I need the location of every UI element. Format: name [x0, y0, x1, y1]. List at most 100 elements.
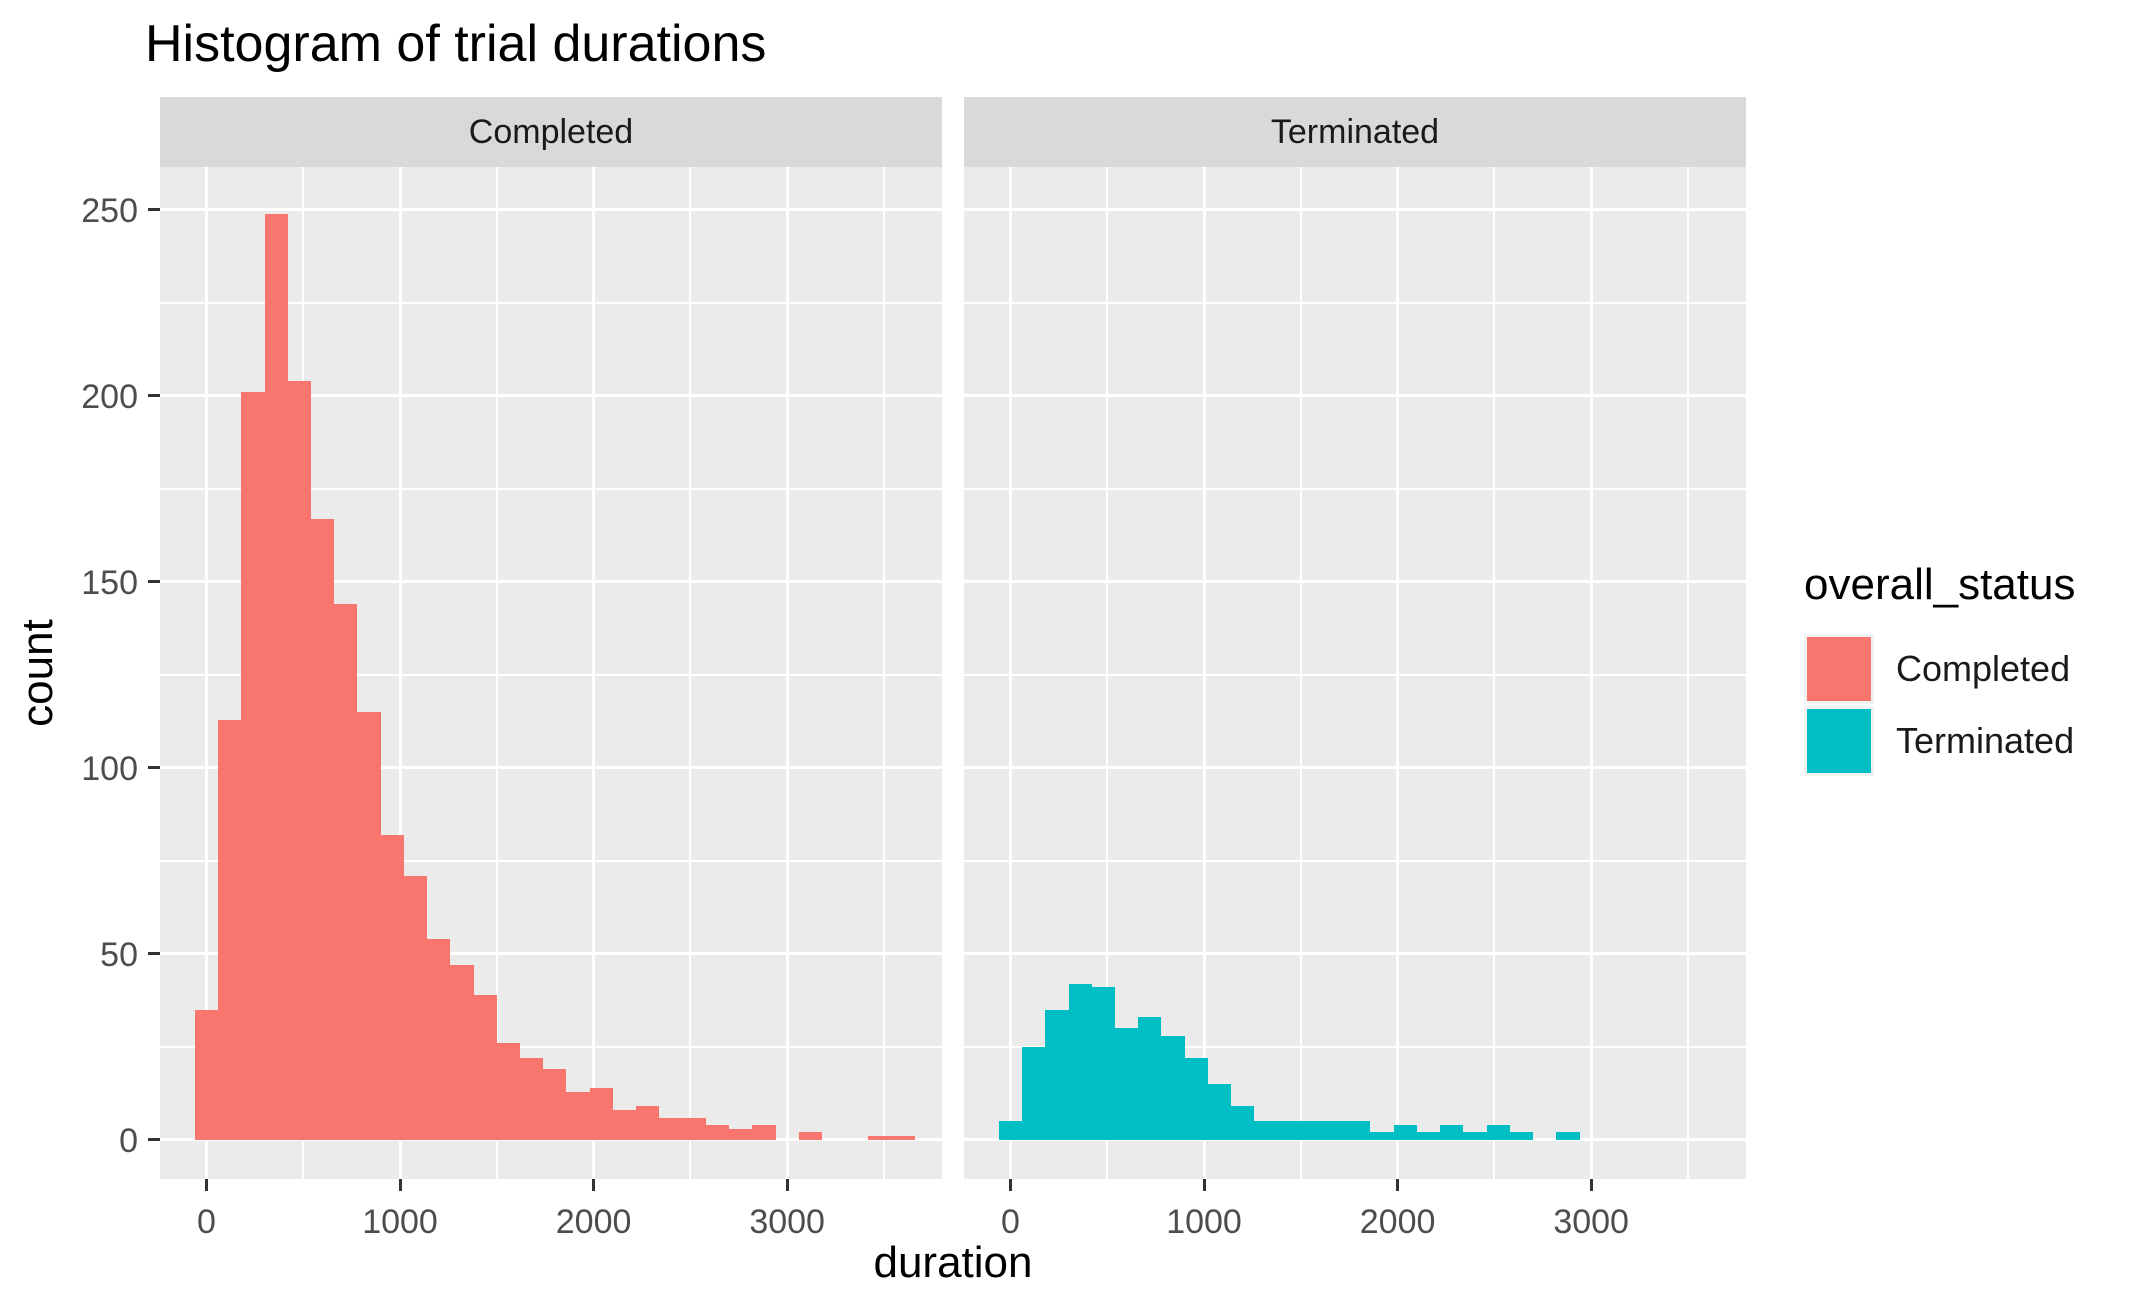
legend-swatch-completed — [1807, 637, 1871, 701]
x-tick-mark — [1589, 1179, 1593, 1191]
histogram-bar-completed-3 — [264, 213, 288, 1140]
histogram-bar-completed-6 — [334, 604, 358, 1140]
histogram-bar-terminated-20 — [1463, 1132, 1487, 1140]
histogram-bar-completed-30 — [891, 1136, 915, 1140]
gridline-y-minor — [964, 301, 1746, 304]
x-tick-mark — [785, 1179, 789, 1191]
histogram-bar-completed-10 — [427, 939, 451, 1140]
histogram-bar-completed-19 — [636, 1106, 660, 1140]
histogram-bar-terminated-6 — [1138, 1017, 1162, 1140]
gridline-x-major — [1396, 167, 1400, 1179]
histogram-bar-terminated-3 — [1068, 983, 1092, 1140]
gridline-y-major — [964, 208, 1746, 212]
gridline-y-major — [964, 394, 1746, 398]
y-tick-mark — [148, 208, 160, 212]
gridline-x-minor — [1299, 167, 1302, 1179]
gridline-y-minor — [964, 859, 1746, 862]
histogram-bar-terminated-19 — [1440, 1125, 1464, 1140]
histogram-bar-completed-11 — [450, 965, 474, 1140]
legend-swatch-terminated — [1807, 709, 1871, 773]
x-tick-label: 0 — [1000, 1203, 1020, 1241]
histogram-bar-completed-24 — [752, 1125, 776, 1140]
x-tick-label: 2000 — [555, 1203, 632, 1241]
legend-item-terminated: Terminated — [1804, 706, 2074, 776]
x-tick-mark — [592, 1179, 596, 1191]
gridline-x-minor — [1493, 167, 1496, 1179]
histogram-bar-terminated-22 — [1509, 1132, 1534, 1140]
gridline-y-minor — [160, 673, 942, 676]
histogram-bar-terminated-12 — [1277, 1121, 1301, 1140]
y-axis-title: count — [13, 619, 62, 727]
histogram-bar-completed-7 — [357, 712, 381, 1140]
histogram-bar-terminated-5 — [1114, 1028, 1139, 1140]
histogram-bar-completed-18 — [612, 1110, 637, 1140]
histogram-bar-completed-12 — [473, 994, 497, 1140]
gridline-y-minor — [160, 301, 942, 304]
histogram-bar-terminated-7 — [1161, 1035, 1185, 1140]
facet-strip-label: Completed — [468, 112, 634, 151]
gridline-x-major — [1589, 167, 1593, 1179]
histogram-bar-terminated-11 — [1254, 1121, 1278, 1140]
gridline-y-minor — [964, 1045, 1746, 1048]
gridline-y-major — [160, 952, 942, 956]
histogram-bar-completed-20 — [659, 1117, 683, 1140]
legend-item-completed: Completed — [1804, 634, 2070, 704]
legend-key — [1804, 706, 1874, 776]
facet-strip-label: Terminated — [1270, 112, 1440, 151]
y-tick-label: 0 — [119, 1121, 138, 1160]
histogram-bar-terminated-17 — [1393, 1125, 1417, 1140]
x-tick-mark — [398, 1179, 402, 1191]
gridline-x-major — [204, 167, 208, 1179]
histogram-bar-terminated-24 — [1556, 1132, 1580, 1140]
gridline-x-major — [398, 167, 402, 1179]
gridline-y-major — [160, 1138, 942, 1142]
y-tick-mark — [148, 952, 160, 956]
y-tick-label: 100 — [81, 749, 138, 788]
histogram-bar-completed-8 — [380, 834, 404, 1140]
gridline-y-minor — [160, 859, 942, 862]
y-tick-label: 150 — [81, 563, 138, 602]
histogram-bar-completed-0 — [194, 1009, 219, 1140]
histogram-bar-completed-14 — [520, 1058, 544, 1140]
histogram-bar-terminated-9 — [1207, 1084, 1232, 1140]
histogram-bar-completed-4 — [287, 380, 311, 1140]
gridline-y-major — [964, 766, 1746, 770]
x-tick-label: 3000 — [1553, 1203, 1629, 1241]
x-tick-label: 2000 — [1359, 1203, 1436, 1241]
histogram-bar-terminated-14 — [1324, 1121, 1348, 1140]
x-tick-label: 0 — [196, 1203, 216, 1241]
histogram-bar-completed-13 — [496, 1043, 521, 1140]
x-axis-title: duration — [873, 1238, 1033, 1287]
histogram-bar-completed-1 — [218, 719, 242, 1140]
histogram-bar-completed-16 — [566, 1091, 590, 1140]
histogram-bar-terminated-2 — [1045, 1009, 1069, 1140]
histogram-bar-completed-15 — [543, 1069, 567, 1140]
histogram-bar-completed-23 — [729, 1128, 753, 1140]
y-tick-mark — [148, 394, 160, 398]
histogram-bar-terminated-4 — [1091, 987, 1115, 1140]
plot-title: Histogram of trial durations — [145, 15, 767, 73]
gridline-y-minor — [964, 487, 1746, 490]
x-tick-mark — [204, 1179, 208, 1191]
gridline-y-minor — [160, 1045, 942, 1048]
gridline-x-major — [785, 167, 789, 1179]
gridline-x-minor — [1686, 167, 1689, 1179]
histogram-bar-completed-9 — [403, 875, 428, 1140]
x-tick-mark — [1202, 1179, 1206, 1191]
x-tick-label: 1000 — [1166, 1203, 1242, 1241]
gridline-x-major — [592, 167, 596, 1179]
y-tick-label: 200 — [81, 377, 138, 416]
histogram-bar-completed-29 — [868, 1136, 892, 1140]
histogram-bar-terminated-21 — [1486, 1125, 1510, 1140]
panel-terminated — [964, 167, 1746, 1179]
gridline-x-minor — [495, 167, 498, 1179]
legend-key — [1804, 634, 1874, 704]
gridline-y-minor — [964, 673, 1746, 676]
histogram-bar-completed-2 — [241, 392, 265, 1140]
histogram-bar-terminated-0 — [998, 1121, 1023, 1140]
histogram-bar-terminated-18 — [1416, 1132, 1441, 1140]
gridline-y-major — [160, 394, 942, 398]
gridline-x-major — [1008, 167, 1012, 1179]
gridline-x-minor — [689, 167, 692, 1179]
